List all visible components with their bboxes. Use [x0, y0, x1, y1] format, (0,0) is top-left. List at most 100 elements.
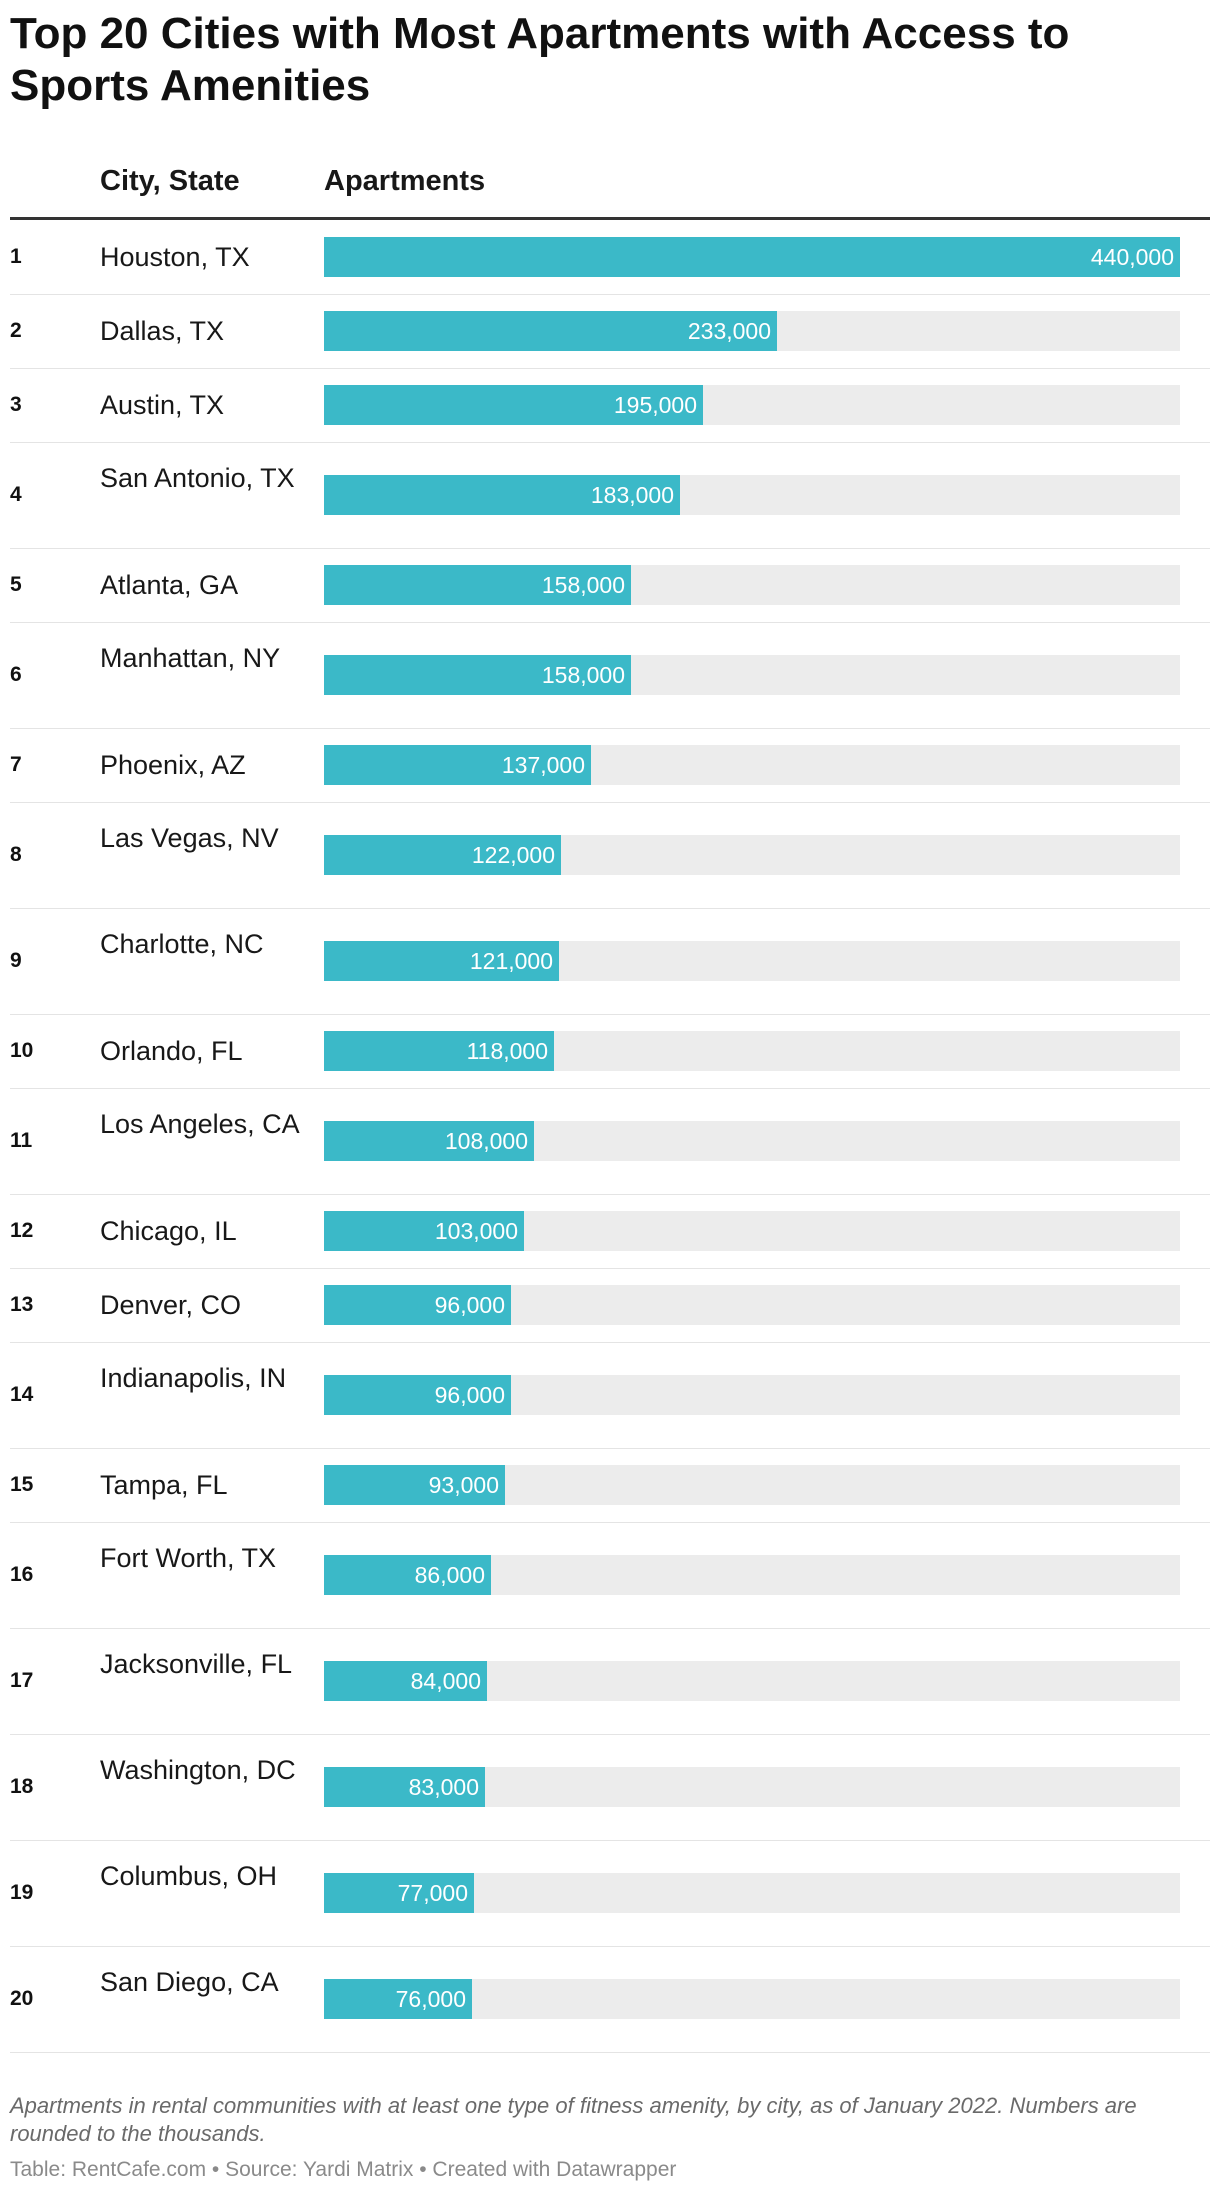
table-row: 13 Denver, CO 96,000 — [10, 1268, 1210, 1343]
city-label: San Antonio, TX — [100, 463, 295, 493]
bar-track: 118,000 — [324, 1031, 1180, 1071]
table-row: 20 San Diego, CA 76,000 — [10, 1946, 1210, 2053]
bar: 77,000 — [324, 1873, 474, 1913]
source-line: Table: RentCafe.com • Source: Yardi Matr… — [10, 2158, 677, 2181]
table-row: 14 Indianapolis, IN 96,000 — [10, 1342, 1210, 1449]
bar-value-label: 118,000 — [466, 1038, 548, 1064]
bar: 76,000 — [324, 1979, 472, 2019]
city-label: Dallas, TX — [100, 316, 225, 346]
bar-value-label: 195,000 — [613, 392, 697, 418]
table-row: 3 Austin, TX 195,000 — [10, 368, 1210, 443]
table-row: 18 Washington, DC 83,000 — [10, 1734, 1210, 1841]
bar-value-label: 233,000 — [687, 318, 771, 344]
bar-value-label: 103,000 — [434, 1218, 518, 1244]
bar-value-label: 108,000 — [444, 1128, 528, 1154]
bar: 440,000 — [324, 237, 1180, 277]
table-row: 7 Phoenix, AZ 137,000 — [10, 728, 1210, 803]
bar: 96,000 — [324, 1285, 511, 1325]
bar: 83,000 — [324, 1767, 485, 1807]
city-label: Fort Worth, TX — [100, 1543, 277, 1573]
city-label: Phoenix, AZ — [100, 750, 246, 780]
city-label: Austin, TX — [100, 390, 225, 420]
bar-track: 137,000 — [324, 745, 1180, 785]
bar-track: 86,000 — [324, 1555, 1180, 1595]
rank-label: 12 — [10, 1219, 34, 1242]
table-row: 5 Atlanta, GA 158,000 — [10, 548, 1210, 623]
bar: 183,000 — [324, 475, 680, 515]
bar: 195,000 — [324, 385, 703, 425]
bar: 84,000 — [324, 1661, 487, 1701]
rank-label: 16 — [10, 1563, 34, 1586]
footnote: Apartments in rental communities with at… — [10, 2093, 1137, 2146]
bar: 108,000 — [324, 1121, 534, 1161]
bar-track: 121,000 — [324, 941, 1180, 981]
bar-value-label: 158,000 — [541, 572, 625, 598]
table-row: 6 Manhattan, NY 158,000 — [10, 622, 1210, 729]
rank-label: 6 — [10, 663, 22, 686]
city-label: Tampa, FL — [100, 1470, 228, 1500]
rank-label: 4 — [10, 483, 22, 506]
bar: 158,000 — [324, 655, 631, 695]
rank-label: 11 — [10, 1129, 33, 1152]
bar-track: 84,000 — [324, 1661, 1180, 1701]
table-row: 4 San Antonio, TX 183,000 — [10, 442, 1210, 549]
table-row: 2 Dallas, TX 233,000 — [10, 294, 1210, 369]
bar: 158,000 — [324, 565, 631, 605]
rank-label: 7 — [10, 753, 22, 776]
city-label: Jacksonville, FL — [100, 1649, 293, 1679]
bar: 96,000 — [324, 1375, 511, 1415]
bar-value-label: 86,000 — [414, 1562, 485, 1588]
city-label: Washington, DC — [100, 1755, 296, 1785]
bar-value-label: 121,000 — [469, 948, 553, 974]
bar-track: 103,000 — [324, 1211, 1180, 1251]
bar: 121,000 — [324, 941, 559, 981]
bar-track: 108,000 — [324, 1121, 1180, 1161]
city-label: Denver, CO — [100, 1290, 242, 1320]
bar: 86,000 — [324, 1555, 491, 1595]
rank-label: 14 — [10, 1383, 34, 1406]
bar-value-label: 77,000 — [397, 1880, 468, 1906]
table-row: 8 Las Vegas, NV 122,000 — [10, 802, 1210, 909]
rank-label: 8 — [10, 843, 22, 866]
city-label: Atlanta, GA — [100, 570, 239, 600]
city-label: Charlotte, NC — [100, 929, 264, 959]
bar-track: 440,000 — [324, 237, 1180, 277]
bar-track: 233,000 — [324, 311, 1180, 351]
table-row: 1 Houston, TX 440,000 — [10, 220, 1210, 295]
bar-value-label: 96,000 — [434, 1382, 505, 1408]
bar: 103,000 — [324, 1211, 524, 1251]
bar-track: 158,000 — [324, 655, 1180, 695]
table-row: 11 Los Angeles, CA 108,000 — [10, 1088, 1210, 1195]
bar-track: 195,000 — [324, 385, 1180, 425]
table-row: 15 Tampa, FL 93,000 — [10, 1448, 1210, 1523]
city-label: Las Vegas, NV — [100, 823, 279, 853]
bar-track: 183,000 — [324, 475, 1180, 515]
table-row: 19 Columbus, OH 77,000 — [10, 1840, 1210, 1947]
bar-value-label: 137,000 — [501, 752, 585, 778]
city-label: Houston, TX — [100, 242, 250, 272]
bar: 93,000 — [324, 1465, 505, 1505]
bar-track: 158,000 — [324, 565, 1180, 605]
bar-value-label: 122,000 — [471, 842, 555, 868]
bar-track: 93,000 — [324, 1465, 1180, 1505]
city-label: Los Angeles, CA — [100, 1109, 300, 1139]
bar: 118,000 — [324, 1031, 554, 1071]
city-label: Manhattan, NY — [100, 643, 281, 673]
rank-label: 17 — [10, 1669, 34, 1692]
city-label: Columbus, OH — [100, 1861, 278, 1891]
city-label: Orlando, FL — [100, 1036, 243, 1066]
table-row: 10 Orlando, FL 118,000 — [10, 1014, 1210, 1089]
bar-track: 96,000 — [324, 1375, 1180, 1415]
bar-track: 76,000 — [324, 1979, 1180, 2019]
bar-value-label: 158,000 — [541, 662, 625, 688]
bar: 122,000 — [324, 835, 561, 875]
bar-value-label: 93,000 — [428, 1472, 499, 1498]
column-header-apartments: Apartments — [324, 165, 486, 197]
table-body: 1 Houston, TX 440,000 2 Dallas, TX 233,000 3 Au… — [10, 220, 1210, 2053]
table-row: 9 Charlotte, NC 121,000 — [10, 908, 1210, 1015]
rank-label: 18 — [10, 1775, 34, 1798]
rank-label: 3 — [10, 393, 22, 416]
bar-track: 83,000 — [324, 1767, 1180, 1807]
column-header-city: City, State — [100, 165, 240, 197]
